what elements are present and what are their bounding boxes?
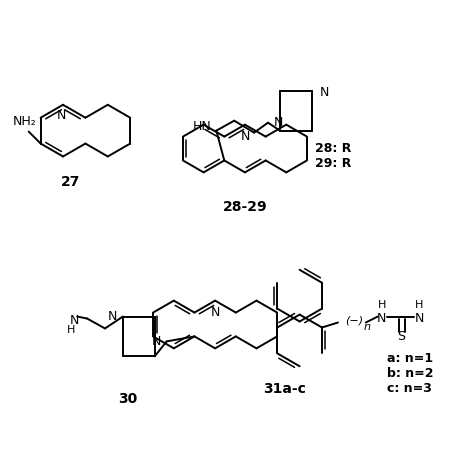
Text: N: N	[210, 306, 220, 319]
Text: H: H	[67, 326, 75, 336]
Text: N: N	[151, 335, 161, 348]
Text: N: N	[108, 310, 117, 323]
Text: H: H	[415, 300, 424, 310]
Text: 30: 30	[118, 392, 137, 406]
Text: 29: R: 29: R	[315, 157, 352, 170]
Text: NH₂: NH₂	[13, 115, 36, 128]
Text: 28-29: 28-29	[223, 200, 267, 214]
Text: n: n	[363, 321, 370, 331]
Text: N: N	[320, 86, 329, 100]
Text: HN: HN	[193, 120, 212, 133]
Text: a: n=1: a: n=1	[387, 352, 433, 365]
Text: b: n=2: b: n=2	[387, 367, 434, 380]
Text: N: N	[377, 312, 386, 325]
Text: N: N	[70, 314, 79, 327]
Text: N: N	[240, 129, 250, 143]
Text: 31a-c: 31a-c	[263, 382, 306, 396]
Text: N: N	[415, 312, 424, 325]
Text: H: H	[377, 300, 386, 310]
Text: c: n=3: c: n=3	[387, 382, 432, 395]
Text: 28: R: 28: R	[315, 142, 352, 155]
Text: N: N	[274, 116, 283, 129]
Text: S: S	[398, 330, 406, 343]
Text: (−): (−)	[345, 316, 363, 326]
Text: 27: 27	[61, 175, 81, 190]
Text: N: N	[56, 109, 66, 122]
